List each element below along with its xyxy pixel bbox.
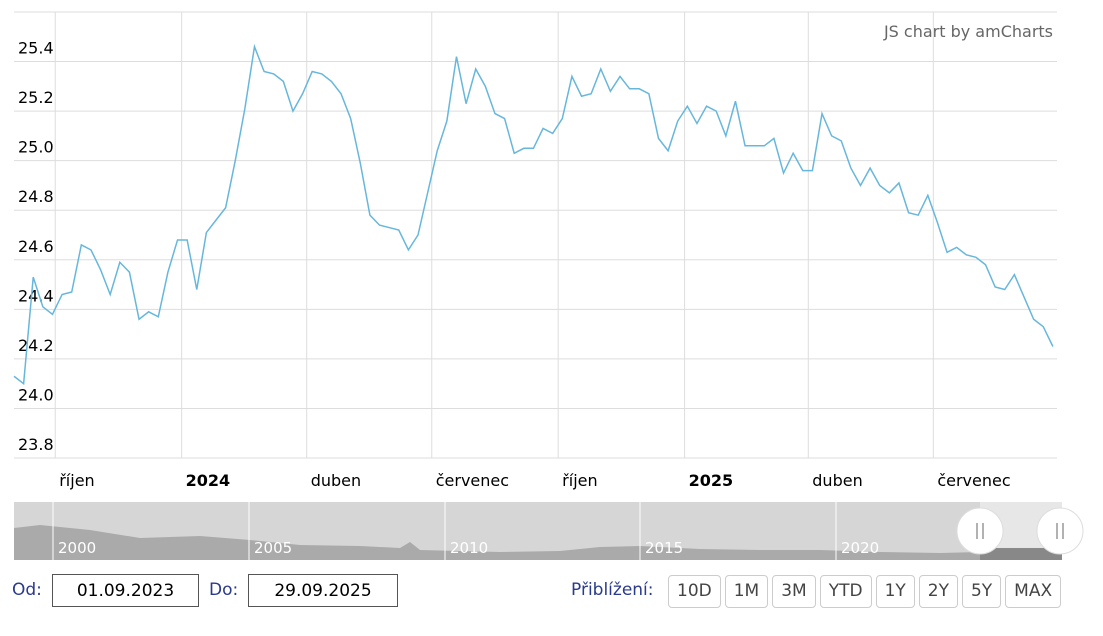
- navigator-preview: [14, 525, 1062, 560]
- navigator-selection-preview: [980, 548, 1062, 560]
- x-tick-label: 2024: [186, 471, 231, 490]
- x-tick-label: červenec: [937, 471, 1010, 490]
- zoom-button[interactable]: 1Y: [875, 575, 915, 608]
- navigator-label: 2020: [841, 539, 879, 557]
- line: [13, 43, 1054, 386]
- navigator-handle[interactable]: [1036, 507, 1084, 555]
- zoom-button[interactable]: 10D: [668, 575, 721, 608]
- navigator[interactable]: 2000 2005 2010 2015 2020: [14, 502, 1084, 560]
- y-tick-label: 24.6: [18, 237, 54, 256]
- y-tick-label: 24.4: [18, 286, 54, 305]
- handle-grip: [976, 523, 984, 539]
- x-tick-label: červenec: [436, 471, 509, 490]
- y-tick-label: 25.2: [18, 88, 54, 107]
- x-tick-label: říjen: [562, 471, 597, 490]
- x-tick-label: říjen: [59, 471, 94, 490]
- zoom-button[interactable]: 2Y: [918, 575, 958, 608]
- y-tick-label: 23.8: [18, 435, 54, 454]
- zoom-button[interactable]: 5Y: [961, 575, 1002, 608]
- zoom-button[interactable]: MAX: [1005, 575, 1062, 608]
- zoom-label: Přiblížení:: [571, 580, 654, 600]
- y-tick-label: 25.0: [18, 138, 54, 157]
- navigator-label: 2010: [450, 539, 488, 557]
- to-input[interactable]: 29.09.2025: [248, 574, 398, 607]
- x-tick-label: 2025: [689, 471, 734, 490]
- x-tick-label: duben: [812, 471, 862, 490]
- x-tick-label: duben: [311, 471, 361, 490]
- chart: JS chart by amCharts 23.8 24.0 24.2 24.4 24.…: [13, 11, 1084, 560]
- handle-grip: [1056, 523, 1064, 539]
- y-tick-label: 24.2: [18, 336, 54, 355]
- from-input[interactable]: 01.09.2023: [52, 574, 199, 607]
- zoom-button[interactable]: 1M: [724, 575, 769, 608]
- from-label: Od:: [12, 580, 42, 600]
- to-label: Do:: [209, 580, 239, 600]
- navigator-grid: [52, 502, 837, 560]
- y-tick-label: 25.4: [18, 39, 54, 58]
- credit: JS chart by amCharts: [883, 22, 1053, 41]
- zoom-button[interactable]: 3M: [772, 575, 816, 608]
- navigator-label: 2000: [58, 539, 96, 557]
- navigator-label: 2015: [645, 539, 683, 557]
- zoom-button[interactable]: YTD: [819, 575, 872, 608]
- y-tick-label: 24.0: [18, 385, 54, 404]
- y-tick-label: 24.8: [18, 187, 54, 206]
- navigator-handle[interactable]: [956, 507, 1004, 555]
- navigator-label: 2005: [254, 539, 292, 557]
- zoom-buttons: 10D 1M 3M YTD 1Y 2Y 5Y MAX: [668, 575, 1062, 608]
